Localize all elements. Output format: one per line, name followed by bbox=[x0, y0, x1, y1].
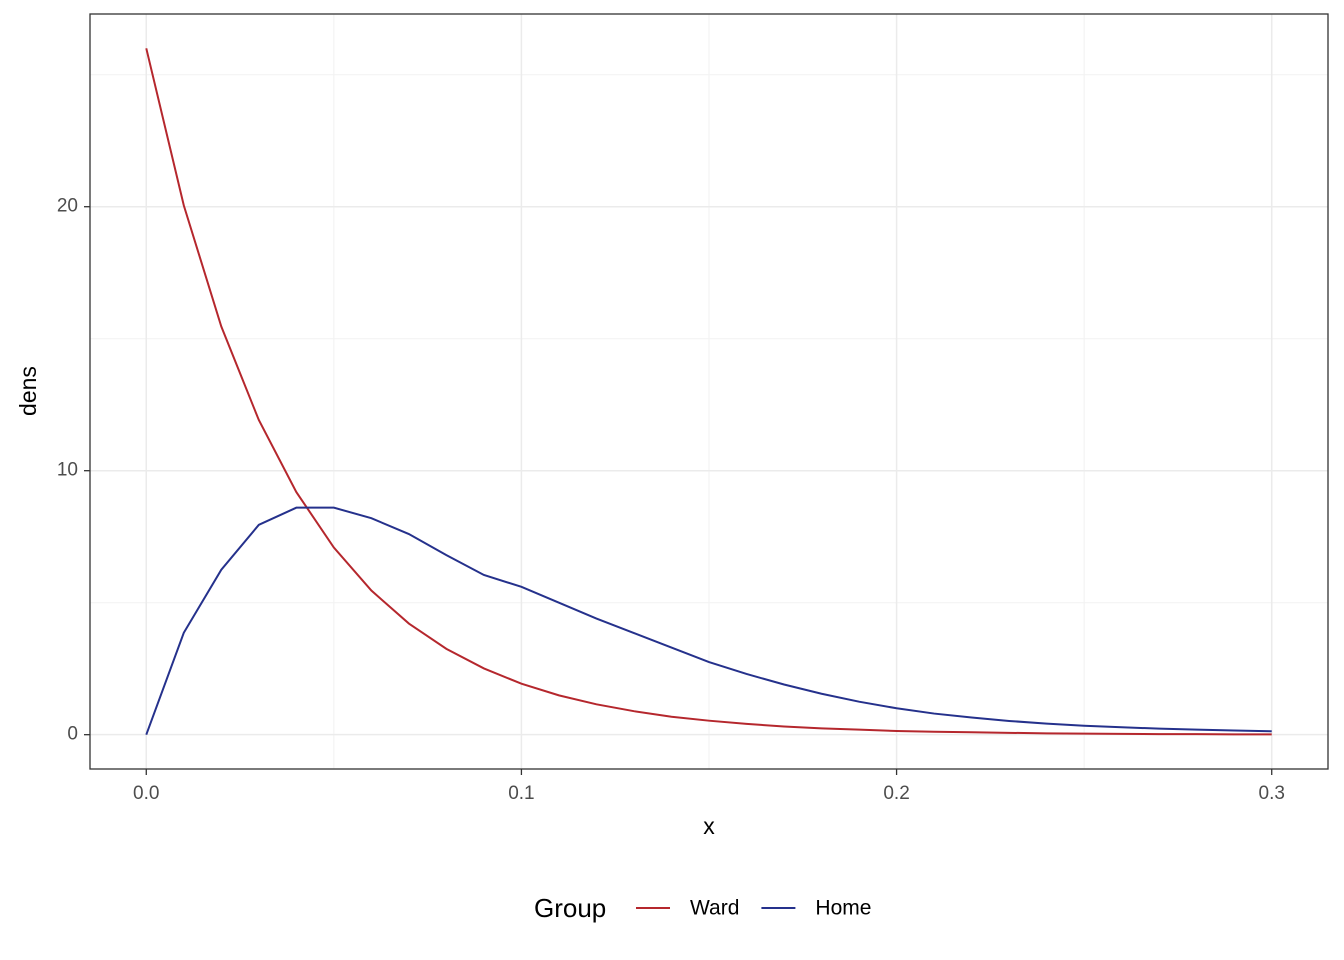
legend-title: Group bbox=[534, 893, 606, 923]
series-line bbox=[145, 506, 1272, 736]
legend-label: Ward bbox=[690, 897, 739, 920]
x-tick-label: 0.2 bbox=[883, 783, 909, 804]
y-tick-label: 0 bbox=[67, 724, 78, 745]
y-tick-label: 10 bbox=[57, 460, 78, 481]
panel-border bbox=[89, 13, 1329, 770]
y-axis-label: dens bbox=[15, 366, 41, 416]
y-tick-label: 20 bbox=[57, 196, 78, 217]
x-axis-label: x bbox=[703, 813, 715, 839]
x-tick-label: 0.3 bbox=[1259, 783, 1285, 804]
legend-label: Home bbox=[815, 897, 871, 920]
x-tick-label: 0.0 bbox=[133, 783, 159, 804]
x-tick-label: 0.1 bbox=[508, 783, 534, 804]
series-line bbox=[145, 48, 1272, 736]
